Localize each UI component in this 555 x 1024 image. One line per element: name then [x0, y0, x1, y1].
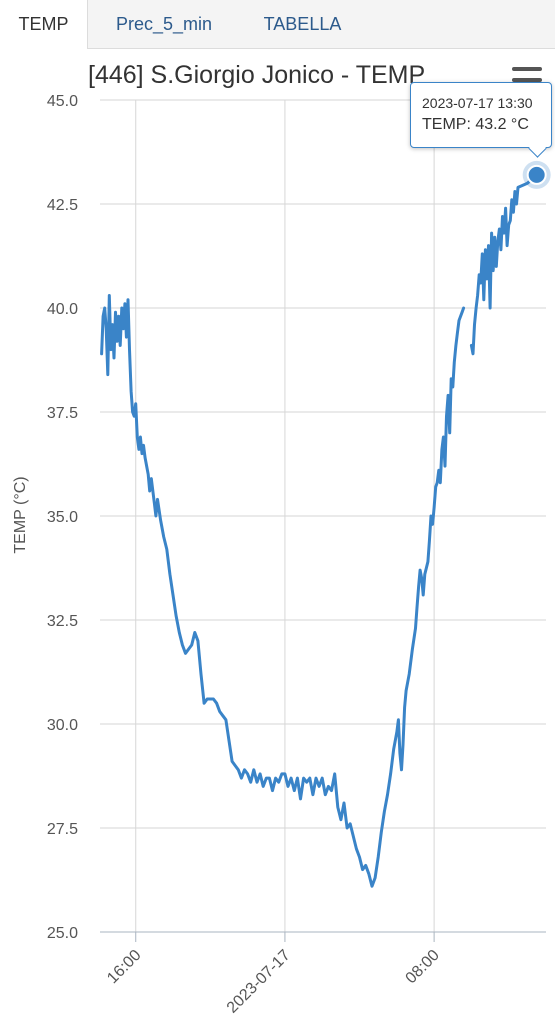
series-line-temp	[100, 173, 539, 888]
y-tick-label: 45.0	[47, 93, 78, 110]
highlighted-data-point	[526, 164, 547, 185]
menu-bar-line	[512, 78, 542, 82]
menu-bar-line	[512, 67, 542, 71]
y-tick-label: 42.5	[47, 197, 78, 214]
y-tick-label: 35.0	[47, 509, 78, 526]
x-tick-label: 16:00	[104, 947, 144, 987]
y-tick-label: 32.5	[47, 613, 78, 630]
y-tick-label: 27.5	[47, 821, 78, 838]
tab-temp[interactable]: TEMP	[0, 0, 88, 49]
x-tick-label: 2023-07-17	[224, 947, 294, 1017]
y-tick-label: 40.0	[47, 301, 78, 318]
tab-bar: TEMP Prec_5_min TABELLA	[0, 0, 555, 49]
y-tick-label: 25.0	[47, 925, 78, 942]
tooltip: 2023-07-17 13:30 TEMP: 43.2 °C	[410, 82, 552, 148]
tooltip-value: TEMP: 43.2 °C	[422, 116, 529, 133]
grid	[100, 99, 546, 933]
y-tick-label: 37.5	[47, 405, 78, 422]
y-axis-ticks: 25.0 27.5 30.0 32.5 35.0 37.5 40.0 42.5 45.0	[47, 93, 78, 942]
tab-prec-5-min[interactable]: Prec_5_min	[115, 13, 213, 34]
x-tick-label: 08:00	[403, 947, 443, 987]
line-chart[interactable]: 25.0 27.5 30.0 32.5 35.0 37.5 40.0 42.5 45.0 16:…	[0, 48, 555, 1024]
hamburger-menu-icon[interactable]	[512, 64, 544, 88]
chart-title: [446] S.Giorgio Jonico - TEMP	[88, 61, 426, 89]
y-tick-label: 30.0	[47, 717, 78, 734]
tab-tabella[interactable]: TABELLA	[263, 13, 342, 34]
highlight-marker	[522, 160, 551, 189]
tooltip-time: 2023-07-17 13:30	[422, 95, 533, 111]
x-axis-ticks: 16:00 2023-07-17 08:00	[100, 931, 546, 1017]
series-group	[100, 173, 539, 888]
